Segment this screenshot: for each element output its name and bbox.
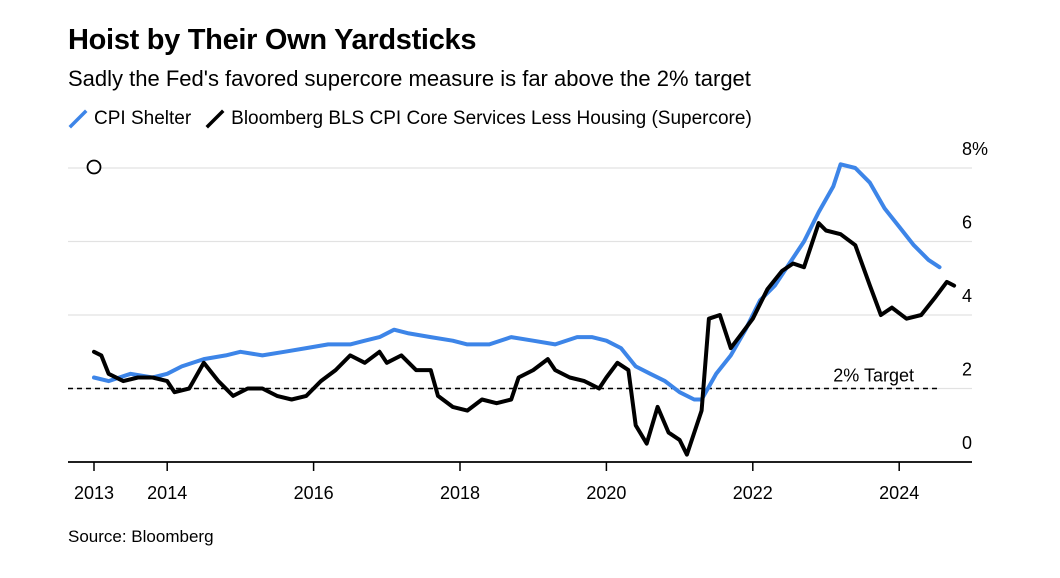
x-tick-label-6: 2024 (879, 483, 919, 503)
chart-subtitle: Sadly the Fed's favored supercore measur… (68, 66, 751, 91)
y-tick-label-1: 2 (962, 360, 972, 380)
legend: CPI Shelter Bloomberg BLS CPI Core Servi… (68, 108, 766, 130)
x-tick-label-3: 2018 (440, 483, 480, 503)
y-tick-label-0: 0 (962, 433, 972, 453)
legend-swatch-supercore (205, 109, 225, 129)
x-tick-label-0: 2013 (74, 483, 114, 503)
data-marker-circle (86, 159, 102, 175)
x-tick-label-2: 2016 (294, 483, 334, 503)
source-note: Source: Bloomberg (68, 527, 214, 546)
series-line-supercore (92, 221, 957, 457)
legend-label-shelter: CPI Shelter (94, 108, 192, 129)
y-tick-label-4: 8% (962, 139, 988, 159)
legend-item-shelter: CPI Shelter (68, 108, 191, 130)
legend-swatch-supercore-line (205, 109, 225, 129)
gridlines (68, 167, 972, 390)
y-tick-label-3: 6 (962, 213, 972, 233)
x-tick-label-5: 2022 (733, 483, 773, 503)
series-line-shelter (92, 162, 942, 402)
target-line-label: 2% Target (833, 366, 914, 386)
axes: 0 2 4 6 8% 2013 2014 2016 2018 2020 2022 2024 (68, 139, 988, 503)
x-tick-label-1: 2014 (147, 483, 187, 503)
x-tick-label-4: 2020 (586, 483, 626, 503)
legend-swatch-shelter (68, 109, 88, 129)
legend-swatch-shelter-line (68, 109, 88, 129)
series-lines (92, 162, 957, 457)
chart-title: Hoist by Their Own Yardsticks (68, 24, 477, 56)
target-reference: 2% Target (68, 366, 940, 390)
legend-item-supercore: Bloomberg BLS CPI Core Services Less Hou… (205, 108, 752, 130)
legend-label-supercore: Bloomberg BLS CPI Core Services Less Hou… (231, 108, 752, 129)
y-tick-label-2: 4 (962, 286, 972, 306)
